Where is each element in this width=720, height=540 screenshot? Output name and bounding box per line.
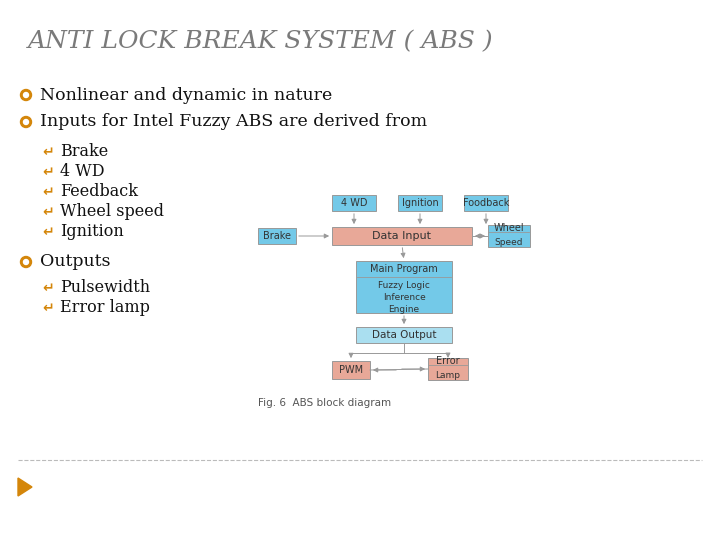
Circle shape: [24, 260, 29, 265]
Text: ↵: ↵: [42, 225, 54, 239]
Text: Ignition: Ignition: [60, 224, 124, 240]
Text: Data Input: Data Input: [372, 231, 431, 241]
Text: ↵: ↵: [42, 185, 54, 199]
Text: Inference: Inference: [382, 293, 426, 302]
Text: Main Program: Main Program: [370, 264, 438, 274]
Text: Engine: Engine: [388, 305, 420, 314]
Text: Feedback: Feedback: [60, 184, 138, 200]
Text: Error lamp: Error lamp: [60, 300, 150, 316]
Bar: [398, 195, 442, 211]
Bar: [258, 228, 296, 244]
Text: Foodback: Foodback: [463, 198, 509, 208]
Text: Pulsewidth: Pulsewidth: [60, 280, 150, 296]
Bar: [332, 227, 472, 245]
Polygon shape: [18, 478, 32, 496]
Bar: [488, 225, 530, 247]
Circle shape: [24, 119, 29, 125]
Circle shape: [20, 90, 32, 100]
Bar: [332, 361, 370, 379]
Circle shape: [20, 117, 32, 127]
Text: Brake: Brake: [60, 144, 108, 160]
Text: ↵: ↵: [42, 205, 54, 219]
Text: 4 WD: 4 WD: [341, 198, 367, 208]
Bar: [356, 327, 452, 343]
Text: Data Output: Data Output: [372, 330, 436, 340]
Text: Nonlinear and dynamic in nature: Nonlinear and dynamic in nature: [40, 86, 332, 104]
Circle shape: [20, 256, 32, 267]
Text: 4 WD: 4 WD: [60, 164, 104, 180]
Text: PWM: PWM: [339, 365, 363, 375]
Bar: [464, 195, 508, 211]
Text: Outputs: Outputs: [40, 253, 110, 271]
Text: Inputs for Intel Fuzzy ABS are derived from: Inputs for Intel Fuzzy ABS are derived f…: [40, 113, 427, 131]
Text: ↵: ↵: [42, 301, 54, 315]
Bar: [356, 261, 452, 313]
Text: ↵: ↵: [42, 281, 54, 295]
Bar: [428, 358, 468, 380]
Circle shape: [24, 92, 29, 98]
Text: Ignition: Ignition: [402, 198, 438, 208]
Text: Fig. 6  ABS block diagram: Fig. 6 ABS block diagram: [258, 398, 391, 408]
Text: Speed: Speed: [495, 238, 523, 247]
Text: Error: Error: [436, 356, 460, 366]
Text: ANTI LOCK BREAK SYSTEM ( ABS ): ANTI LOCK BREAK SYSTEM ( ABS ): [28, 30, 494, 53]
Bar: [332, 195, 376, 211]
Text: Wheel: Wheel: [494, 224, 524, 233]
Text: Brake: Brake: [263, 231, 291, 241]
Text: Wheel speed: Wheel speed: [60, 204, 164, 220]
Text: ↵: ↵: [42, 145, 54, 159]
Text: ↵: ↵: [42, 165, 54, 179]
Text: Fuzzy Logic: Fuzzy Logic: [378, 281, 430, 289]
Text: Lamp: Lamp: [436, 371, 461, 380]
